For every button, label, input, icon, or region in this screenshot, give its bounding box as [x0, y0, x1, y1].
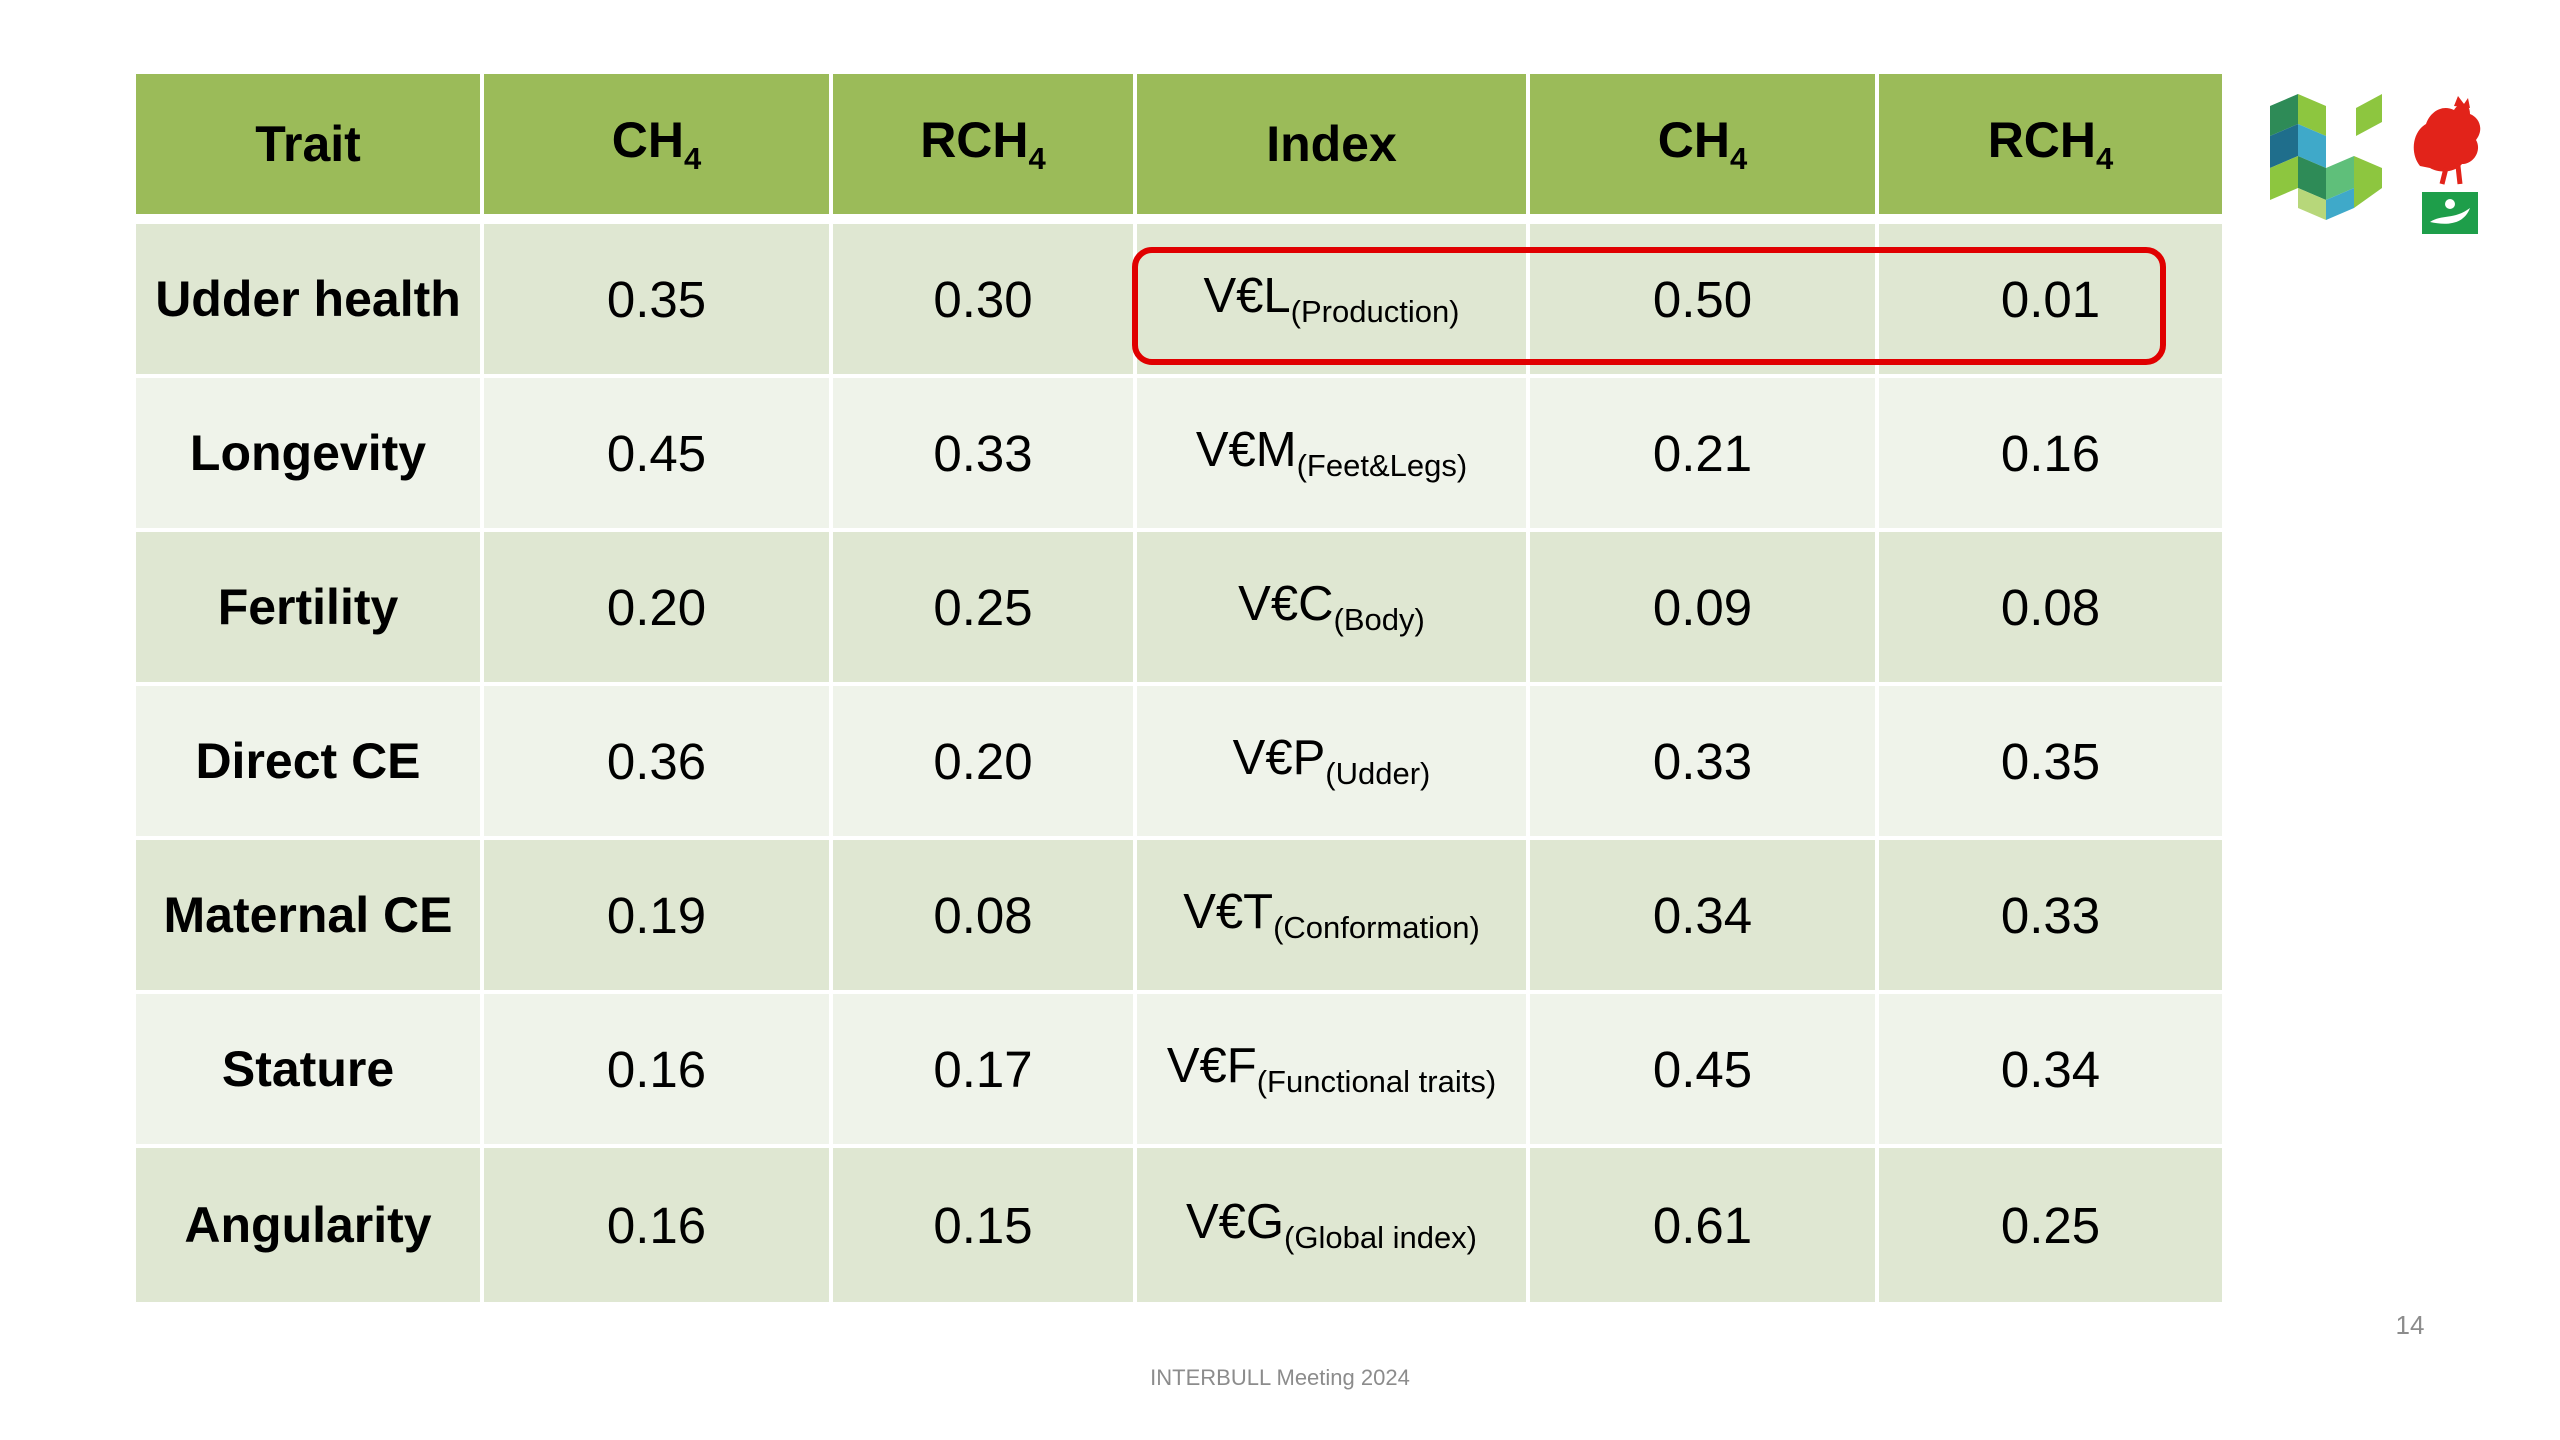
table-row: Direct CE 0.36 0.20 V€P(Udder) 0.33 0.35 [136, 686, 2222, 840]
trait-cell: Direct CE [136, 686, 484, 840]
table-header-row: Trait CH4 RCH4 Index CH4 RCH4 [136, 74, 2222, 224]
geometric-cubes-logo [2270, 94, 2382, 220]
ch4-cell: 0.20 [484, 532, 833, 686]
index-ch4-cell: 0.33 [1530, 686, 1879, 840]
rch4-cell: 0.20 [833, 686, 1137, 840]
table-row: Fertility 0.20 0.25 V€C(Body) 0.09 0.08 [136, 532, 2222, 686]
table-row: Maternal CE 0.19 0.08 V€T(Conformation) … [136, 840, 2222, 994]
index-ch4-cell: 0.21 [1530, 378, 1879, 532]
table-row: Angularity 0.16 0.15 V€G(Global index) 0… [136, 1148, 2222, 1302]
wallonia-rooster-logo [2413, 96, 2481, 185]
header-cell-trait: Trait [136, 74, 484, 224]
rch4-cell: 0.33 [833, 378, 1137, 532]
index-rch4-cell: 0.08 [1879, 532, 2222, 686]
index-ch4-cell: 0.09 [1530, 532, 1879, 686]
index-rch4-cell: 0.16 [1879, 378, 2222, 532]
green-emblem-logo [2422, 192, 2478, 234]
trait-cell: Udder health [136, 224, 484, 378]
index-cell: V€T(Conformation) [1137, 840, 1530, 994]
footer-text: INTERBULL Meeting 2024 [1150, 1365, 1410, 1390]
index-rch4-cell: 0.25 [1879, 1148, 2222, 1302]
results-table: Trait CH4 RCH4 Index CH4 RCH4 Udder heal… [136, 74, 2222, 1302]
rch4-cell: 0.17 [833, 994, 1137, 1148]
index-rch4-cell: 0.33 [1879, 840, 2222, 994]
index-cell: V€F(Functional traits) [1137, 994, 1530, 1148]
ch4-cell: 0.35 [484, 224, 833, 378]
ch4-cell: 0.19 [484, 840, 833, 994]
index-rch4-cell: 0.35 [1879, 686, 2222, 840]
table-row: Udder health 0.35 0.30 V€L(Production) 0… [136, 224, 2222, 378]
logo-group [2270, 94, 2490, 234]
table-row: Stature 0.16 0.17 V€F(Functional traits)… [136, 994, 2222, 1148]
rch4-cell: 0.25 [833, 532, 1137, 686]
rch4-cell: 0.30 [833, 224, 1137, 378]
index-ch4-cell: 0.50 [1530, 224, 1879, 378]
index-rch4-cell: 0.34 [1879, 994, 2222, 1148]
rch4-cell: 0.15 [833, 1148, 1137, 1302]
index-ch4-cell: 0.34 [1530, 840, 1879, 994]
index-rch4-cell: 0.01 [1879, 224, 2222, 378]
ch4-cell: 0.16 [484, 994, 833, 1148]
trait-cell: Fertility [136, 532, 484, 686]
trait-cell: Stature [136, 994, 484, 1148]
trait-cell: Angularity [136, 1148, 484, 1302]
ch4-cell: 0.16 [484, 1148, 833, 1302]
ch4-cell: 0.45 [484, 378, 833, 532]
index-cell: V€C(Body) [1137, 532, 1530, 686]
index-cell: V€G(Global index) [1137, 1148, 1530, 1302]
index-cell: V€P(Udder) [1137, 686, 1530, 840]
table-row: Longevity 0.45 0.33 V€M(Feet&Legs) 0.21 … [136, 378, 2222, 532]
index-cell: V€M(Feet&Legs) [1137, 378, 1530, 532]
trait-cell: Longevity [136, 378, 484, 532]
index-cell: V€L(Production) [1137, 224, 1530, 378]
header-cell-index-ch4: CH4 [1530, 74, 1879, 224]
header-cell-ch4: CH4 [484, 74, 833, 224]
index-ch4-cell: 0.45 [1530, 994, 1879, 1148]
index-ch4-cell: 0.61 [1530, 1148, 1879, 1302]
trait-cell: Maternal CE [136, 840, 484, 994]
header-cell-index-rch4: RCH4 [1879, 74, 2222, 224]
page-number: 14 [2395, 1310, 2425, 1340]
rch4-cell: 0.08 [833, 840, 1137, 994]
header-cell-rch4: RCH4 [833, 74, 1137, 224]
header-cell-index: Index [1137, 74, 1530, 224]
ch4-cell: 0.36 [484, 686, 833, 840]
